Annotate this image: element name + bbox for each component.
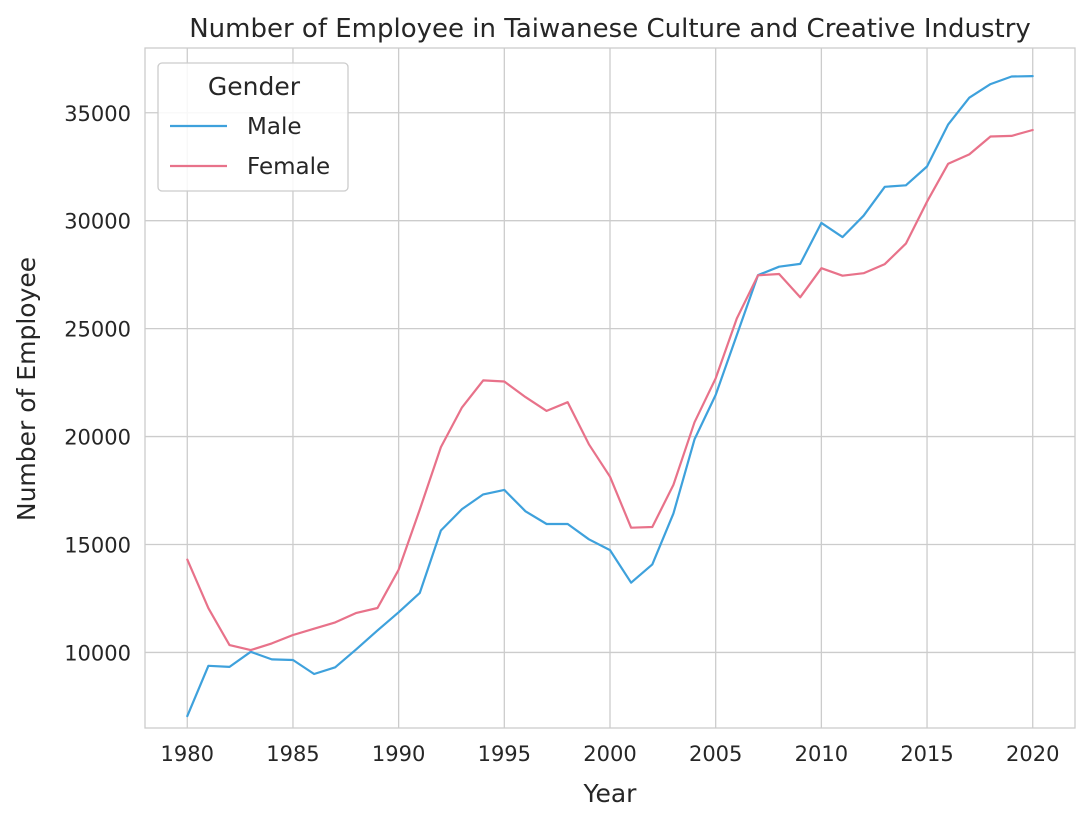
y-tick-label: 30000	[64, 210, 131, 234]
x-tick-label: 1980	[161, 742, 214, 766]
x-tick-label: 2005	[689, 742, 742, 766]
legend-box	[157, 62, 349, 192]
y-tick-label: 25000	[64, 318, 131, 342]
x-tick-label: 1985	[266, 742, 319, 766]
y-tick-label: 10000	[64, 641, 131, 665]
series-line-male	[186, 75, 1034, 718]
legend: Gender Male Female	[157, 62, 349, 192]
y-tick-label: 20000	[64, 426, 131, 450]
x-tick-label: 2020	[1006, 742, 1059, 766]
y-tick-label: 35000	[64, 102, 131, 126]
series-line-female	[186, 128, 1034, 652]
x-tick-label: 2000	[583, 742, 636, 766]
plot-area-frame	[144, 47, 1076, 729]
y-axis-label: Number of Employee	[12, 257, 41, 521]
x-tick-label: 1995	[478, 742, 531, 766]
chart-title: Number of Employee in Taiwanese Culture …	[189, 14, 1031, 44]
y-tick-label: 15000	[64, 534, 131, 558]
legend-label-female: Female	[247, 154, 330, 180]
grid-lines	[145, 48, 1075, 728]
x-tick-label: 1990	[372, 742, 425, 766]
x-axis-label: Year	[583, 779, 638, 808]
legend-label-male: Male	[247, 114, 301, 140]
series-lines	[186, 75, 1034, 718]
x-tick-label: 2010	[795, 742, 848, 766]
tick-labels: 1980 1985 1990 1995 2000 2005 2010 2015 2020 1000…	[64, 102, 1059, 766]
x-tick-label: 2015	[900, 742, 953, 766]
legend-title: Gender	[208, 72, 301, 101]
